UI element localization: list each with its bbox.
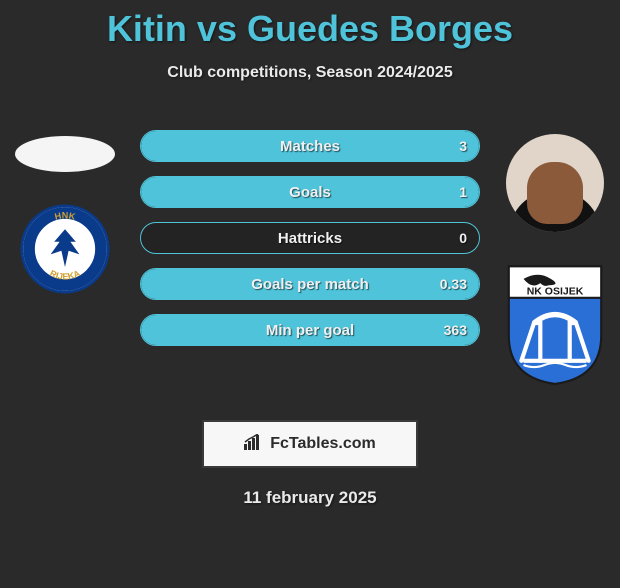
stat-label: Hattricks <box>141 223 479 253</box>
club-crest-left: HNK RIJEKA <box>20 204 110 294</box>
stat-value: 3 <box>459 131 467 161</box>
stat-value: 0.33 <box>440 269 467 299</box>
stat-row-goals-per-match: Goals per match 0.33 <box>140 268 480 300</box>
club-crest-right: NK OSIJEK <box>502 260 608 386</box>
stat-row-goals: Goals 1 <box>140 176 480 208</box>
footer-date: 11 february 2025 <box>0 488 620 508</box>
stat-value: 0 <box>459 223 467 253</box>
right-player-column: NK OSIJEK <box>500 126 610 386</box>
svg-text:HNK: HNK <box>54 210 77 221</box>
stat-row-matches: Matches 3 <box>140 130 480 162</box>
chart-icon <box>244 434 264 455</box>
stat-label: Matches <box>141 131 479 161</box>
brand-text: FcTables.com <box>270 435 376 453</box>
page-subtitle: Club competitions, Season 2024/2025 <box>10 64 610 82</box>
svg-text:NK OSIJEK: NK OSIJEK <box>527 286 584 298</box>
brand-box[interactable]: FcTables.com <box>202 420 418 468</box>
stats-column: Matches 3 Goals 1 Hattricks 0 Goals per … <box>140 130 480 360</box>
page-title: Kitin vs Guedes Borges <box>10 8 610 50</box>
player-avatar-right <box>506 134 604 232</box>
player-avatar-left <box>15 136 115 172</box>
stat-label: Min per goal <box>141 315 479 345</box>
stat-row-min-per-goal: Min per goal 363 <box>140 314 480 346</box>
stat-value: 363 <box>444 315 467 345</box>
stat-value: 1 <box>459 177 467 207</box>
left-player-column: HNK RIJEKA <box>10 126 120 294</box>
stat-label: Goals <box>141 177 479 207</box>
stat-label: Goals per match <box>141 269 479 299</box>
stat-row-hattricks: Hattricks 0 <box>140 222 480 254</box>
